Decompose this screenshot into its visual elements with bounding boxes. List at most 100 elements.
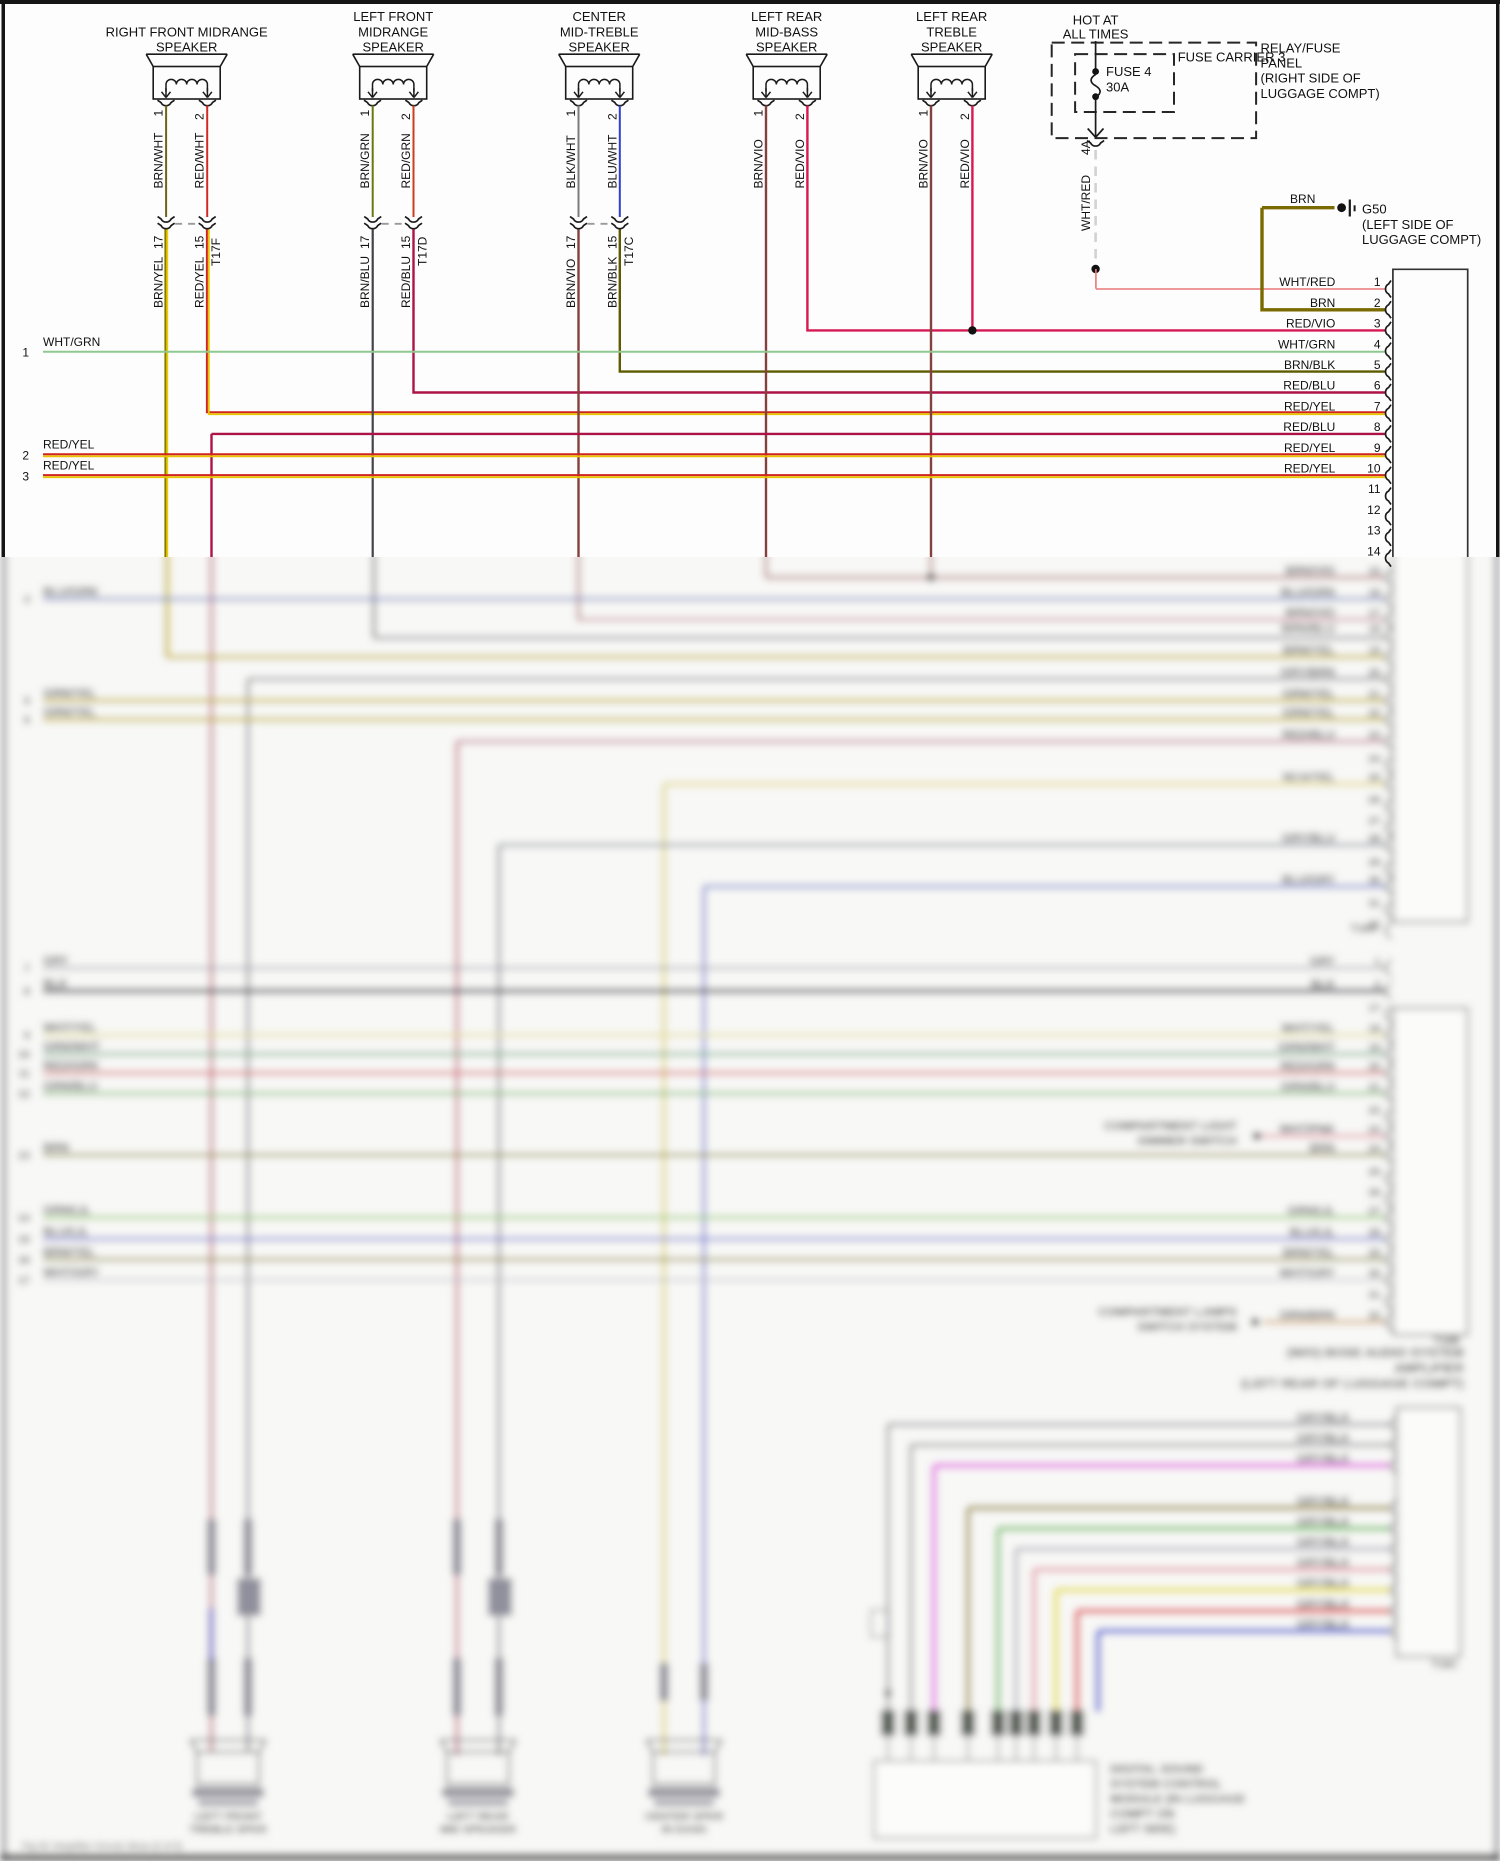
svg-text:23: 23 [1368,1124,1380,1136]
svg-text:BRN/VIO: BRN/VIO [1285,564,1335,578]
svg-text:T16C: T16C [1431,1659,1458,1671]
svg-text:26: 26 [1368,795,1380,807]
svg-text:WHT/RED 4A: WHT/RED 4A [1079,140,1093,231]
svg-text:GRN/YEL: GRN/YEL [1282,687,1335,701]
svg-text:2: 2 [22,449,29,463]
svg-text:COMPARTMENT LIGHT: COMPARTMENT LIGHT [1104,1119,1238,1133]
svg-text:MID-TREBLE: MID-TREBLE [560,24,639,39]
svg-text:19: 19 [1368,645,1380,657]
svg-text:GRY/BLK: GRY/BLK [1296,1617,1350,1631]
svg-text:(W/O) BOSE AUDIO SYSTEM: (W/O) BOSE AUDIO SYSTEM [1287,1345,1464,1360]
svg-text:GRY/BLK: GRY/BLK [1296,1556,1350,1570]
svg-text:13: 13 [1367,524,1381,538]
svg-text:32: 32 [1368,919,1380,931]
svg-text:21: 21 [1368,1082,1380,1094]
svg-text:GRN/YEL: GRN/YEL [43,705,96,719]
svg-text:7: 7 [24,963,30,975]
svg-text:WHT/YEL: WHT/YEL [1281,1021,1335,1035]
svg-text:17: 17 [358,235,372,249]
svg-text:GRY: GRY [43,954,69,968]
svg-text:8: 8 [1374,420,1381,434]
svg-text:20: 20 [1368,667,1380,679]
svg-text:RELAY/FUSE: RELAY/FUSE [1261,40,1341,55]
svg-text:BLU/GRN: BLU/GRN [1281,585,1336,599]
svg-text:1: 1 [752,110,766,117]
svg-text:RED/YEL: RED/YEL [1284,462,1336,476]
svg-text:GRN/YEL: GRN/YEL [1282,706,1335,720]
svg-text:WHT/YEL: WHT/YEL [43,1021,97,1035]
svg-text:BRN: BRN [43,1141,69,1155]
svg-text:ALL TIMES: ALL TIMES [1063,27,1129,42]
svg-text:22: 22 [1368,708,1380,720]
svg-text:WHT/GRN: WHT/GRN [1278,337,1335,351]
svg-text:BLU/LIL: BLU/LIL [43,1225,89,1239]
svg-text:SPEAKER: SPEAKER [921,40,982,55]
svg-text:T17F: T17F [209,238,223,266]
svg-text:RED/GRN: RED/GRN [1280,1059,1335,1073]
svg-text:MIDRANGE: MIDRANGE [358,24,428,39]
svg-text:BLU/WHT: BLU/WHT [605,134,619,189]
svg-text:BRN/BLU: BRN/BLU [1281,622,1335,636]
svg-text:29: 29 [1368,1248,1380,1260]
svg-text:24: 24 [1368,753,1381,765]
svg-text:RED/BLU: RED/BLU [399,256,413,308]
svg-text:BRN: BRN [1309,1141,1335,1155]
svg-text:TREBLE SPKR: TREBLE SPKR [189,1824,267,1836]
svg-text:1: 1 [1374,275,1381,289]
svg-text:17: 17 [1368,608,1380,620]
svg-text:21: 21 [1368,689,1380,701]
svg-text:BLU/LIL: BLU/LIL [1289,1225,1335,1239]
svg-text:2: 2 [958,113,972,120]
svg-text:17: 17 [564,235,578,249]
svg-text:2: 2 [1374,979,1380,991]
svg-text:WHT/GRN: WHT/GRN [43,335,100,349]
svg-text:(LEFT SIDE OF: (LEFT SIDE OF [1362,217,1454,232]
svg-text:DIGITAL SOUND: DIGITAL SOUND [1110,1762,1204,1776]
svg-text:BRN/VIO: BRN/VIO [1285,606,1335,620]
svg-text:RED/BLU: RED/BLU [1283,379,1335,393]
svg-text:LUGGAGE COMPT): LUGGAGE COMPT) [1362,232,1481,247]
svg-text:WHT/PNK: WHT/PNK [1279,1122,1335,1136]
svg-text:6: 6 [1374,379,1381,393]
svg-text:30A: 30A [1106,80,1129,95]
svg-text:SYSTEM CONTROL: SYSTEM CONTROL [1110,1777,1222,1791]
svg-text:BLK: BLK [43,977,68,991]
svg-text:SPEAKER: SPEAKER [568,40,629,55]
svg-text:7: 7 [1374,399,1381,413]
svg-text:WHT/RED: WHT/RED [1279,275,1335,289]
svg-text:3: 3 [1374,317,1381,331]
svg-text:LEFT REAR: LEFT REAR [916,9,987,24]
svg-text:WHT/GRY: WHT/GRY [43,1266,99,1280]
svg-text:DIMMER SWITCH: DIMMER SWITCH [1138,1134,1237,1148]
svg-text:GRY: GRY [1310,954,1336,968]
svg-text:20: 20 [1368,1061,1380,1073]
svg-text:PANEL: PANEL [1261,56,1303,71]
svg-text:NCA/YEL: NCA/YEL [1283,770,1336,784]
svg-text:GRN/BLU: GRN/BLU [1281,1080,1336,1094]
svg-text:27: 27 [1368,1206,1380,1218]
svg-text:RED/YEL: RED/YEL [43,438,95,452]
svg-text:BRN: BRN [1310,296,1335,310]
svg-text:BRN/VIO: BRN/VIO [752,139,766,188]
svg-text:27: 27 [1368,815,1380,827]
svg-text:Fig 23: Amplifier Circuit, Bos: Fig 23: Amplifier Circuit, Bose (2 of 2) [22,1841,182,1851]
svg-text:BRN/VIO: BRN/VIO [564,259,578,308]
svg-text:LEFT REAR: LEFT REAR [751,9,822,24]
svg-text:GRN/WHT: GRN/WHT [43,1040,101,1054]
svg-text:BRN/YEL: BRN/YEL [43,1245,96,1259]
svg-text:BRN/YEL: BRN/YEL [1283,1246,1336,1260]
svg-text:RED/BLU: RED/BLU [1283,420,1335,434]
svg-text:T17C: T17C [622,236,636,266]
svg-text:BLU/GRN: BLU/GRN [43,585,98,599]
svg-text:GRN/LIL: GRN/LIL [43,1203,91,1217]
svg-text:WHT/GRY: WHT/GRY [1279,1266,1335,1280]
svg-text:SWITCH SYSTEM: SWITCH SYSTEM [1137,1320,1237,1334]
svg-text:14: 14 [1367,544,1381,558]
svg-text:FUSE CARRIER 3: FUSE CARRIER 3 [1178,50,1286,65]
svg-text:1: 1 [564,110,578,117]
svg-text:BRN/BLK: BRN/BLK [605,257,619,308]
svg-text:COMPARTMENT LAMPS: COMPARTMENT LAMPS [1098,1305,1237,1319]
svg-text:LUGGAGE COMPT): LUGGAGE COMPT) [1261,86,1380,101]
svg-text:RED/YEL: RED/YEL [43,459,95,473]
svg-text:LEFT REAR: LEFT REAR [447,1811,509,1823]
